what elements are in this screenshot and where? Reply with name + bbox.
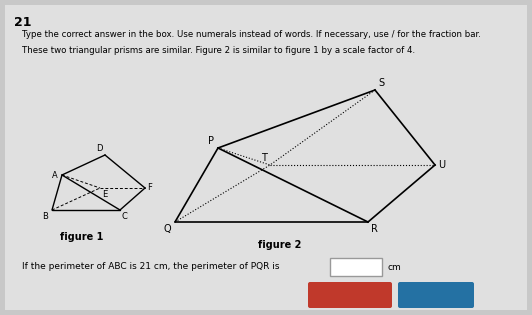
Text: cm: cm — [388, 262, 402, 272]
Text: B: B — [42, 212, 48, 221]
Text: Type the correct answer in the box. Use numerals instead of words. If necessary,: Type the correct answer in the box. Use … — [22, 30, 481, 39]
Text: A: A — [52, 170, 58, 180]
FancyBboxPatch shape — [330, 258, 382, 276]
Text: Next: Next — [423, 290, 449, 300]
FancyBboxPatch shape — [398, 282, 474, 308]
Text: These two triangular prisms are similar. Figure 2 is similar to figure 1 by a sc: These two triangular prisms are similar.… — [22, 46, 415, 55]
Text: F: F — [147, 184, 152, 192]
Text: P: P — [208, 136, 214, 146]
Text: Reset: Reset — [335, 290, 365, 300]
Text: 21: 21 — [14, 16, 31, 29]
Text: R: R — [371, 224, 378, 234]
FancyBboxPatch shape — [308, 282, 392, 308]
FancyBboxPatch shape — [5, 5, 527, 310]
Text: Q: Q — [163, 224, 171, 234]
Text: S: S — [378, 78, 384, 88]
Text: If the perimeter of ABC is 21 cm, the perimeter of PQR is: If the perimeter of ABC is 21 cm, the pe… — [22, 262, 279, 271]
Text: D: D — [96, 144, 103, 153]
Text: C: C — [122, 212, 128, 221]
Text: T: T — [261, 153, 267, 163]
Text: E: E — [102, 190, 107, 199]
Text: figure 2: figure 2 — [259, 240, 302, 250]
Text: U: U — [438, 160, 445, 170]
Text: figure 1: figure 1 — [60, 232, 104, 242]
